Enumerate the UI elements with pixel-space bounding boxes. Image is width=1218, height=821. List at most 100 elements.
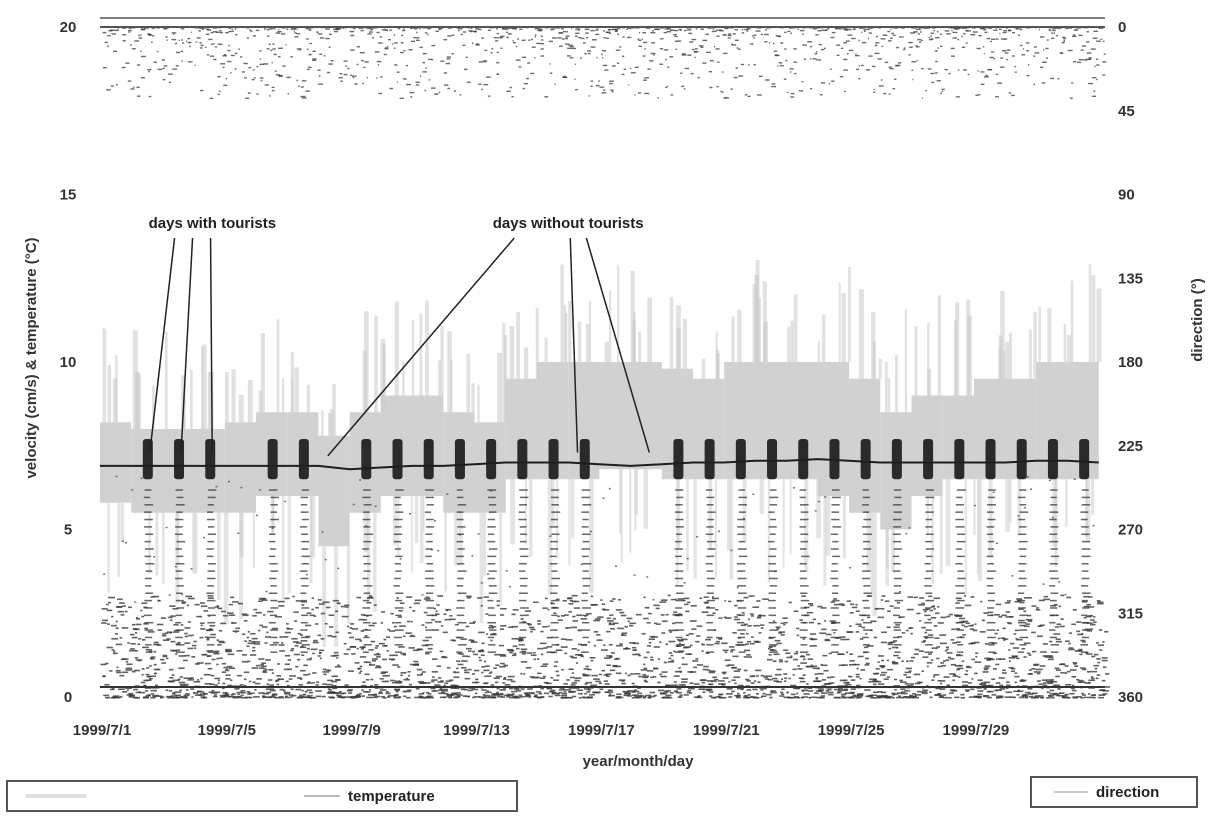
direction-point <box>684 646 691 648</box>
direction-point <box>856 667 859 670</box>
direction-point <box>971 624 974 627</box>
direction-point <box>522 621 526 623</box>
direction-point <box>374 695 381 698</box>
direction-point <box>496 600 500 602</box>
direction-point <box>1025 618 1033 621</box>
direction-point <box>987 611 994 614</box>
direction-point <box>175 643 181 645</box>
direction-point <box>135 650 138 652</box>
daily-marker-dash <box>768 540 775 543</box>
direction-point <box>618 679 626 681</box>
daily-marker-dash <box>269 533 276 536</box>
daily-marker-dash <box>1080 585 1089 587</box>
direction-point <box>868 680 875 683</box>
daily-marker-dash <box>892 518 902 521</box>
direction-point <box>240 486 243 489</box>
daily-marker-dash <box>1050 644 1060 646</box>
daily-marker-dash <box>1018 563 1027 565</box>
direction-point <box>550 602 553 604</box>
direction-point <box>646 645 651 647</box>
direction-point <box>870 696 875 699</box>
daily-marker-dash <box>676 644 686 646</box>
direction-point <box>1055 675 1060 678</box>
direction-point <box>466 81 471 83</box>
direction-point <box>681 681 688 683</box>
direction-point <box>609 689 613 692</box>
daily-marker-dash <box>987 496 996 499</box>
direction-point <box>278 644 285 646</box>
direction-point <box>141 681 146 684</box>
velocity-spike <box>334 546 339 647</box>
direction-point <box>408 647 415 649</box>
daily-marker-dash <box>799 526 807 528</box>
direction-point <box>481 642 485 645</box>
direction-point <box>609 80 614 82</box>
direction-point <box>103 694 110 697</box>
daily-marker-dash <box>395 599 403 602</box>
direction-point <box>444 682 449 685</box>
direction-point <box>410 620 413 623</box>
direction-point <box>572 620 578 622</box>
direction-point <box>230 596 235 599</box>
direction-point <box>661 632 666 634</box>
daily-marker-dash <box>705 651 715 653</box>
direction-point <box>760 696 763 698</box>
direction-point <box>407 689 412 692</box>
direction-point <box>413 660 419 663</box>
direction-point <box>643 679 647 682</box>
direction-point <box>922 608 928 611</box>
direction-point <box>609 600 614 602</box>
direction-point <box>568 602 574 605</box>
velocity-spike <box>716 353 720 379</box>
direction-point <box>659 48 664 50</box>
daily-marker-dash <box>582 540 590 543</box>
direction-point <box>531 676 539 679</box>
direction-point <box>381 658 387 661</box>
daily-marker-dash <box>551 496 559 499</box>
direction-point <box>202 536 205 539</box>
direction-point <box>1083 696 1087 699</box>
direction-point <box>416 31 418 34</box>
direction-point <box>306 647 311 650</box>
direction-point <box>466 595 472 598</box>
direction-point <box>419 28 421 30</box>
direction-point <box>394 680 398 682</box>
direction-point <box>696 625 703 628</box>
velocity-spike <box>1065 479 1068 527</box>
direction-point <box>168 81 171 84</box>
daily-marker-dash <box>456 511 464 513</box>
daily-marker-dash <box>363 592 371 594</box>
direction-point <box>814 692 819 695</box>
direction-point <box>331 675 339 678</box>
direction-point <box>296 33 301 35</box>
direction-point <box>1097 601 1104 604</box>
daily-marker-dash <box>581 592 588 594</box>
direction-point <box>1016 638 1023 641</box>
direction-point <box>727 37 731 39</box>
direction-point <box>303 664 308 667</box>
direction-point <box>701 681 706 684</box>
direction-point <box>1069 632 1072 634</box>
daily-marker-dash <box>1049 636 1057 639</box>
direction-point <box>897 636 903 638</box>
direction-point <box>800 662 807 664</box>
direction-point <box>898 695 902 697</box>
direction-point <box>702 668 708 671</box>
daily-marker-dash <box>144 614 152 617</box>
direction-point <box>275 680 278 683</box>
direction-point <box>285 44 287 46</box>
direction-point <box>396 71 400 73</box>
daily-marker-dash <box>737 548 747 550</box>
direction-point <box>311 59 317 61</box>
direction-point <box>1096 642 1099 644</box>
direction-point <box>767 678 773 681</box>
direction-point <box>254 682 261 685</box>
velocity-spike <box>782 479 785 568</box>
direction-point <box>199 693 206 695</box>
direction-point <box>1043 49 1045 51</box>
direction-point <box>397 616 403 618</box>
daily-marker-dash <box>892 614 900 617</box>
direction-point <box>306 28 311 30</box>
direction-point <box>564 614 569 616</box>
direction-point <box>857 655 864 658</box>
